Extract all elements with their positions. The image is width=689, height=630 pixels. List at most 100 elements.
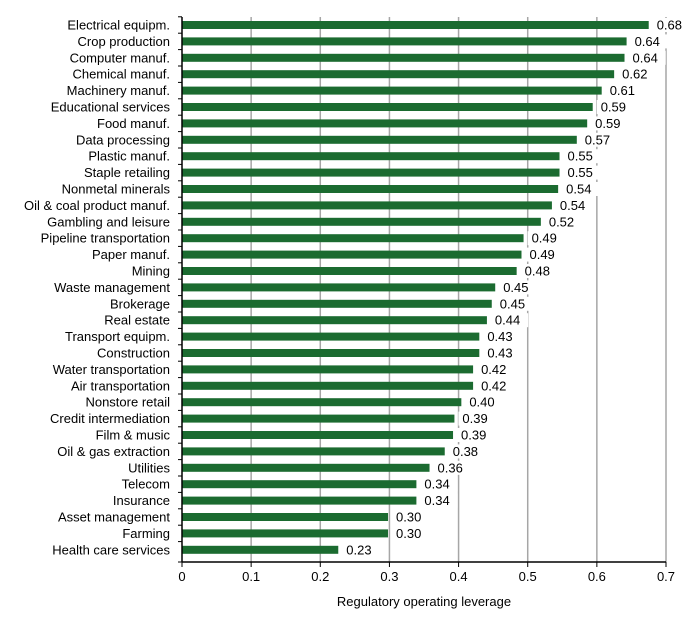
value-label-background [420,477,458,492]
x-tick-label: 0.1 [242,569,260,584]
label-layer: Electrical equipm. 0.68 Crop production 0.6… [24,18,689,584]
value-label-background [562,182,600,196]
bar [182,21,649,29]
category-label: Film & music [96,428,171,443]
value-label-background [652,18,689,32]
bar [182,234,524,243]
value-label-background [458,411,496,426]
value-label-background [495,296,533,311]
category-label: Telecom [122,477,170,492]
value-label-background [483,329,521,344]
bar [182,496,417,505]
category-label: Gambling and leisure [47,214,170,229]
bar [182,119,588,128]
category-label: Water transportation [53,362,170,377]
value-label-background [596,100,634,114]
category-label: Nonstore retail [85,395,170,410]
value-label: 0.45 [503,280,528,295]
value-label: 0.34 [424,477,449,492]
value-label-background [605,83,643,98]
category-label: Transport equipm. [65,329,170,344]
value-label-background [483,346,521,360]
x-tick-label: 0 [178,569,185,584]
category-label: Utilities [128,460,170,475]
value-label-background [465,395,503,410]
value-label-background [457,428,495,442]
value-label: 0.55 [568,165,593,180]
value-label: 0.39 [461,428,486,443]
value-label: 0.38 [453,444,478,459]
value-label-background [555,198,594,213]
category-label: Asset management [58,510,170,525]
value-label: 0.49 [532,231,557,246]
bar [182,545,339,554]
value-label: 0.23 [346,542,371,557]
value-label-background [392,510,430,524]
value-label-background [342,542,380,557]
category-label: Construction [97,346,170,361]
x-tick-label: 0.6 [588,569,606,584]
value-label: 0.42 [481,378,506,393]
value-label: 0.43 [487,329,512,344]
bar [182,168,560,177]
category-label: Machinery manuf. [67,83,170,98]
category-label: Oil & coal product manuf. [24,198,170,213]
value-label: 0.45 [500,296,525,311]
bar [182,381,474,390]
category-label: Computer manuf. [70,50,170,65]
value-label: 0.30 [396,510,421,525]
value-label: 0.52 [549,214,574,229]
category-label: Crop production [78,34,171,49]
bar [182,431,454,439]
value-label-background [490,313,529,328]
value-label: 0.49 [529,247,554,262]
value-label-background [563,165,601,180]
value-label: 0.64 [635,34,660,49]
value-label-background [563,149,601,164]
x-axis-title: Regulatory operating leverage [337,594,511,609]
bar [182,53,625,62]
value-label: 0.36 [438,460,463,475]
category-label: Pipeline transportation [41,231,170,246]
bar [182,513,389,521]
x-tick-label: 0.3 [380,569,398,584]
category-label: Farming [122,526,170,541]
value-label-background [527,231,565,246]
value-label-background [392,526,430,541]
category-label: Real estate [104,313,170,328]
value-label: 0.40 [469,395,494,410]
category-label: Paper manuf. [92,247,170,262]
bar [182,349,480,357]
value-label-background [477,378,515,393]
value-label: 0.54 [560,198,585,213]
value-label: 0.55 [568,149,593,164]
value-label-background [499,280,537,295]
bar [182,332,480,341]
x-tick-label: 0.5 [519,569,537,584]
bar [182,283,496,292]
value-label: 0.34 [424,493,449,508]
bar [182,447,445,456]
bar [182,414,455,423]
bar [182,250,522,259]
bar [182,152,560,161]
category-label: Health care services [52,542,170,557]
bar-layer [182,21,649,554]
bar [182,365,474,374]
value-label-background [580,132,619,147]
value-label: 0.43 [487,346,512,361]
value-label: 0.59 [601,100,626,115]
category-label: Mining [132,264,170,279]
value-label-background [433,460,471,475]
category-label: Data processing [76,132,170,147]
x-tick-label: 0.4 [450,569,468,584]
axis-layer [178,16,667,567]
category-label: Insurance [113,493,170,508]
value-label: 0.68 [657,18,682,33]
bar [182,86,602,95]
value-label: 0.61 [610,83,635,98]
bar [182,135,577,144]
x-tick-label: 0.7 [657,569,675,584]
value-label: 0.54 [566,182,591,197]
